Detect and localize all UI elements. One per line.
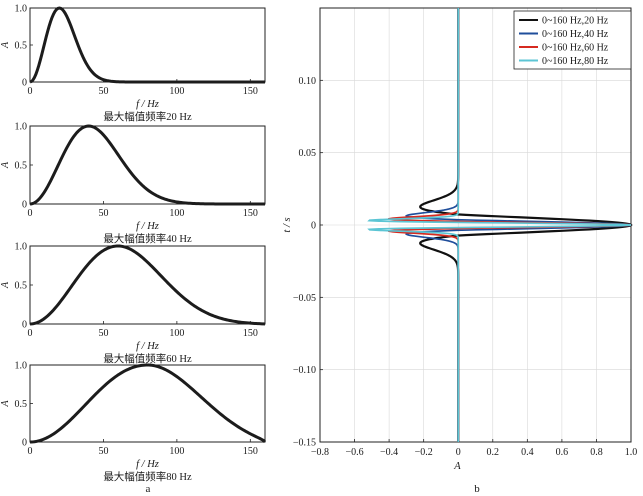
y-axis-label: A xyxy=(0,41,11,49)
x-axis-label: A xyxy=(453,461,461,472)
y-tick-label: 0.05 xyxy=(299,148,317,159)
panel-b-group: −0.8 −0.6 −0.4 −0.2 0 0.2 0.4 0.6 0.8 1.0 0.10 0.05… xyxy=(282,7,638,472)
y-tick-label: 0 xyxy=(22,200,27,211)
x-axis-label: f / Hz xyxy=(136,221,159,232)
x-tick-label: 50 xyxy=(98,86,108,97)
legend-entry: 0~160 Hz,80 Hz xyxy=(542,56,609,67)
x-tick-label: 100 xyxy=(169,446,184,457)
plot-frame xyxy=(29,245,266,325)
x-tick-label: 100 xyxy=(169,86,184,97)
y-axis-label: t / s xyxy=(282,217,293,232)
panel-caption: 最大幅值频率60 Hz xyxy=(103,352,192,365)
panel-caption: 最大幅值频率20 Hz xyxy=(103,110,192,123)
x-tick-label: 50 xyxy=(98,446,108,457)
y-axis-label: A xyxy=(0,281,11,289)
plot-frame xyxy=(29,7,266,83)
y-tick-label: 1.0 xyxy=(15,361,28,372)
wavelet-series-4 xyxy=(367,8,632,442)
y-axis-label: A xyxy=(0,400,11,408)
x-tick-label: 1.0 xyxy=(625,447,638,458)
spectrum-curve xyxy=(29,6,265,84)
plot-frame xyxy=(29,125,266,205)
x-tick-label: 0.2 xyxy=(487,447,500,458)
x-tick-label: −0.2 xyxy=(415,447,433,458)
y-tick-label: 0.10 xyxy=(299,76,317,87)
y-tick-label: −0.15 xyxy=(293,438,316,449)
x-axis-label: f / Hz xyxy=(136,99,159,110)
x-tick-label: 0.4 xyxy=(521,447,534,458)
x-tick-label: 150 xyxy=(243,86,258,97)
y-tick-label: 1.0 xyxy=(15,4,28,15)
x-tick-label: 150 xyxy=(243,328,258,339)
y-tick-label: −0.10 xyxy=(293,365,316,376)
spectrum-curve xyxy=(29,363,267,444)
panel-caption: 最大幅值频率80 Hz xyxy=(103,470,192,483)
x-tick-label: −0.8 xyxy=(311,447,329,458)
x-tick-label: −0.6 xyxy=(345,447,363,458)
panel-caption: 最大幅值频率40 Hz xyxy=(103,232,192,245)
y-tick-label: 0 xyxy=(22,438,27,449)
x-axis-label: f / Hz xyxy=(136,341,159,352)
legend-entry: 0~160 Hz,60 Hz xyxy=(542,43,609,54)
x-tick-label: 0 xyxy=(456,447,461,458)
y-tick-label: 0 xyxy=(22,78,27,89)
y-tick-label: 0 xyxy=(22,320,27,331)
y-tick-label: 0.5 xyxy=(15,281,28,292)
y-tick-label: 1.0 xyxy=(15,122,28,133)
panel-a-label: a xyxy=(146,483,151,495)
legend-entry: 0~160 Hz,20 Hz xyxy=(542,16,609,27)
spectrum-curve xyxy=(29,244,266,326)
x-tick-label: −0.4 xyxy=(380,447,398,458)
y-tick-label: 0.5 xyxy=(15,41,28,52)
y-tick-label: 0 xyxy=(311,221,316,232)
legend-entry: 0~160 Hz,40 Hz xyxy=(542,29,609,40)
x-tick-label: 100 xyxy=(169,208,184,219)
y-tick-label: −0.05 xyxy=(293,293,316,304)
plot-frame xyxy=(29,364,266,443)
x-axis-label: f / Hz xyxy=(136,459,159,470)
x-tick-label: 50 xyxy=(98,208,108,219)
spectrum-curve xyxy=(29,124,265,206)
x-tick-label: 0.6 xyxy=(556,447,569,458)
panel-b-label: b xyxy=(474,483,480,495)
x-tick-label: 0 xyxy=(28,328,33,339)
x-tick-label: 150 xyxy=(243,446,258,457)
x-tick-label: 150 xyxy=(243,208,258,219)
y-tick-label: 1.0 xyxy=(15,242,28,253)
x-tick-label: 0 xyxy=(28,86,33,97)
y-axis-label: A xyxy=(0,161,11,169)
x-tick-label: 100 xyxy=(169,328,184,339)
x-tick-label: 0 xyxy=(28,446,33,457)
x-tick-label: 0.8 xyxy=(590,447,603,458)
legend: 0~160 Hz,20 Hz 0~160 Hz,40 Hz 0~160 Hz,60 … xyxy=(513,10,632,70)
x-tick-label: 0 xyxy=(28,208,33,219)
y-tick-label: 0.5 xyxy=(15,161,28,172)
x-tick-label: 50 xyxy=(98,328,108,339)
y-tick-label: 0.5 xyxy=(15,399,28,410)
